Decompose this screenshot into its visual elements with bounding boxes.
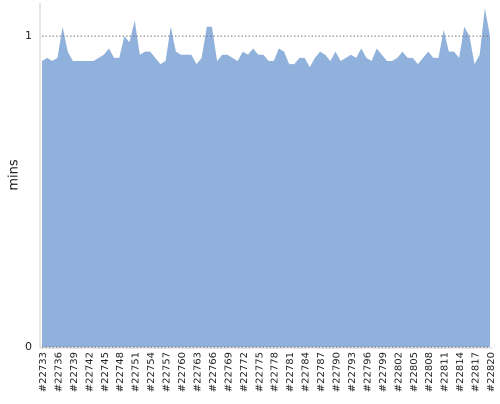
x-tick-label: #22742: [84, 352, 95, 392]
x-tick-label: #22808: [424, 352, 435, 392]
x-tick-label: #22817: [471, 352, 482, 392]
y-tick-label: 1: [25, 29, 32, 42]
x-tick-label: #22790: [332, 352, 343, 392]
x-tick-label: #22772: [239, 352, 250, 392]
x-tick-label: #22751: [131, 352, 142, 392]
x-tick-label: #22784: [301, 352, 312, 392]
x-tick-label: #22757: [162, 352, 173, 392]
x-tick-label: #22814: [455, 352, 466, 392]
y-tick-label: 0: [25, 340, 32, 353]
x-tick-label: #22766: [208, 352, 219, 392]
x-tick-label: #22754: [146, 352, 157, 392]
x-tick-label: #22793: [347, 352, 358, 392]
x-tick-label: #22760: [177, 352, 188, 392]
area: [42, 8, 490, 347]
x-tick-label: #22811: [440, 352, 451, 392]
x-tick-label: #22778: [270, 352, 281, 392]
x-tick-label: #22736: [53, 352, 64, 392]
x-tick-label: #22787: [316, 352, 327, 392]
x-tick-label: #22745: [100, 352, 111, 392]
x-tick-label: #22781: [285, 352, 296, 392]
x-tick-label: #22748: [115, 352, 126, 392]
x-tick-label: #22775: [254, 352, 265, 392]
x-tick-label: #22739: [69, 352, 80, 392]
x-tick-label: #22799: [378, 352, 389, 392]
x-tick-label: #22763: [192, 352, 203, 392]
x-tick-label: #22820: [486, 352, 497, 392]
x-tick-label: #22796: [362, 352, 373, 392]
x-tick-label: #22733: [38, 352, 49, 392]
y-axis-label: mins: [7, 159, 22, 191]
x-tick-label: #22805: [409, 352, 420, 392]
x-tick-label: #22769: [223, 352, 234, 392]
x-tick-label: #22802: [393, 352, 404, 392]
